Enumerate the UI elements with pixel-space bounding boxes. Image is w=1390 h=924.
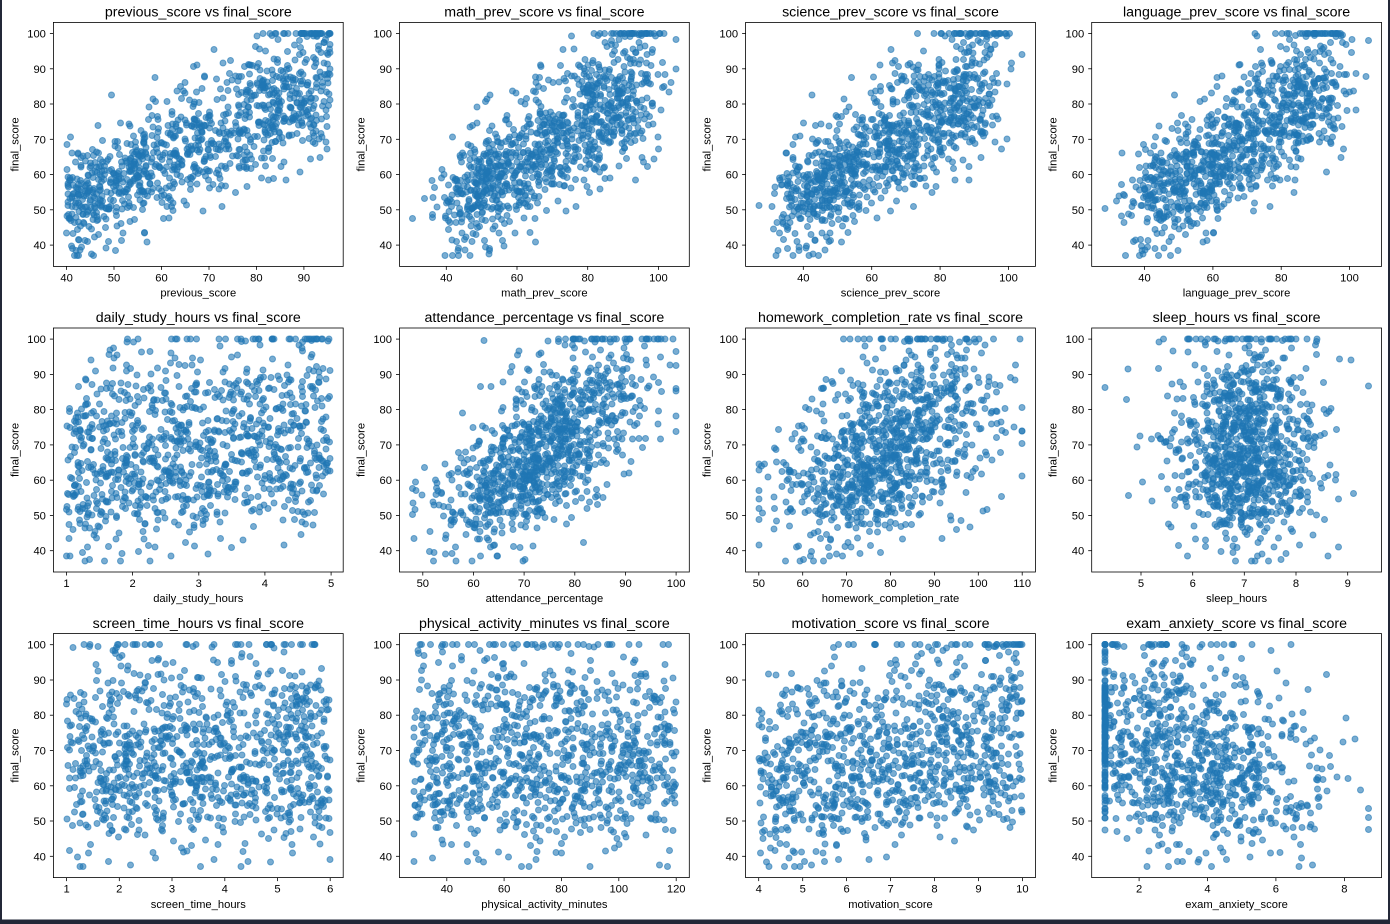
svg-text:math_prev_score: math_prev_score [501, 288, 587, 300]
svg-text:100: 100 [1066, 29, 1085, 41]
svg-text:80: 80 [1275, 272, 1287, 284]
svg-text:50: 50 [380, 205, 392, 217]
svg-text:90: 90 [380, 64, 392, 76]
svg-text:80: 80 [934, 272, 946, 284]
svg-text:science_prev_score: science_prev_score [841, 288, 941, 300]
svg-text:50: 50 [108, 272, 120, 284]
svg-text:previous_score vs final_score: previous_score vs final_score [105, 5, 292, 21]
svg-text:final_score: final_score [1048, 117, 1060, 171]
svg-text:50: 50 [726, 205, 738, 217]
svg-text:60: 60 [380, 170, 392, 182]
svg-text:100: 100 [27, 29, 46, 41]
svg-text:final_score: final_score [9, 117, 21, 171]
svg-text:language_prev_score: language_prev_score [1183, 288, 1291, 300]
svg-text:70: 70 [33, 134, 45, 146]
svg-text:language_prev_score vs final_s: language_prev_score vs final_score [1123, 5, 1350, 21]
svg-text:60: 60 [155, 272, 167, 284]
svg-text:80: 80 [380, 99, 392, 111]
svg-text:50: 50 [33, 205, 45, 217]
svg-text:40: 40 [380, 240, 392, 252]
svg-text:80: 80 [581, 272, 593, 284]
svg-text:science_prev_score vs final_sc: science_prev_score vs final_score [782, 5, 999, 21]
svg-text:90: 90 [1072, 64, 1084, 76]
svg-text:70: 70 [380, 134, 392, 146]
svg-text:80: 80 [250, 272, 262, 284]
svg-text:70: 70 [1072, 134, 1084, 146]
svg-text:final_score: final_score [702, 117, 714, 171]
svg-text:70: 70 [726, 134, 738, 146]
svg-text:60: 60 [726, 170, 738, 182]
svg-text:90: 90 [298, 272, 310, 284]
svg-text:50: 50 [1072, 205, 1084, 217]
svg-text:previous_score: previous_score [160, 288, 236, 300]
svg-text:60: 60 [1207, 272, 1219, 284]
svg-text:80: 80 [1072, 99, 1084, 111]
svg-text:80: 80 [33, 99, 45, 111]
svg-text:60: 60 [1072, 170, 1084, 182]
svg-text:100: 100 [719, 29, 738, 41]
svg-text:40: 40 [60, 272, 72, 284]
svg-text:40: 40 [33, 240, 45, 252]
svg-text:40: 40 [1072, 240, 1084, 252]
svg-text:90: 90 [33, 64, 45, 76]
svg-text:math_prev_score vs final_score: math_prev_score vs final_score [444, 5, 644, 21]
svg-text:final_score: final_score [355, 117, 367, 171]
svg-text:40: 40 [726, 240, 738, 252]
svg-text:40: 40 [440, 272, 452, 284]
svg-text:70: 70 [203, 272, 215, 284]
svg-text:80: 80 [726, 99, 738, 111]
svg-text:100: 100 [649, 272, 668, 284]
svg-text:100: 100 [373, 29, 392, 41]
svg-text:60: 60 [511, 272, 523, 284]
svg-text:40: 40 [797, 272, 809, 284]
svg-text:60: 60 [865, 272, 877, 284]
svg-text:100: 100 [1340, 272, 1359, 284]
svg-text:100: 100 [999, 272, 1018, 284]
svg-text:40: 40 [1138, 272, 1150, 284]
svg-text:60: 60 [33, 170, 45, 182]
svg-text:90: 90 [726, 64, 738, 76]
